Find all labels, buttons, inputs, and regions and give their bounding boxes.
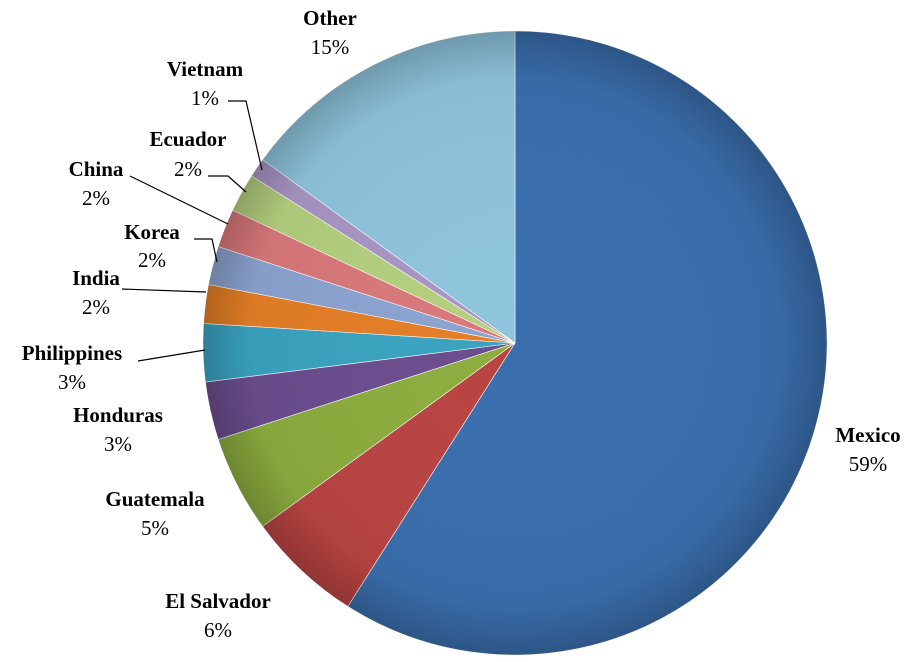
slice-name: Ecuador xyxy=(149,127,226,151)
slice-value: 6% xyxy=(204,618,232,642)
labels: Mexico 59% El Salvador 6% Guatemala 5% Hondura… xyxy=(22,6,901,642)
slice-value: 5% xyxy=(141,516,169,540)
slice-name: Philippines xyxy=(22,341,122,365)
slice-name: Other xyxy=(303,6,357,30)
slice-value: 59% xyxy=(849,452,888,476)
leader-line xyxy=(194,238,218,263)
slice-value: 1% xyxy=(191,86,219,110)
slice-name: Vietnam xyxy=(167,57,244,81)
slice-name: India xyxy=(72,266,120,290)
pie xyxy=(202,30,828,656)
slice-name: Mexico xyxy=(835,423,900,447)
slice-value: 2% xyxy=(138,248,166,272)
slice-name: Guatemala xyxy=(105,487,205,511)
slice-name: El Salvador xyxy=(165,589,271,613)
slice-name: Honduras xyxy=(73,403,163,427)
slice-value: 2% xyxy=(174,157,202,181)
leader-line xyxy=(228,100,263,171)
slice-value: 3% xyxy=(58,370,86,394)
slice-value: 2% xyxy=(82,295,110,319)
slice-value: 2% xyxy=(82,186,110,210)
slice-value: 3% xyxy=(104,432,132,456)
slice-name: China xyxy=(69,157,124,181)
leader-line xyxy=(137,349,206,362)
slice-value: 15% xyxy=(311,35,350,59)
leader-line xyxy=(129,175,229,225)
slice-name: Korea xyxy=(124,220,180,244)
leader-line xyxy=(208,175,247,193)
leader-line xyxy=(121,288,207,293)
